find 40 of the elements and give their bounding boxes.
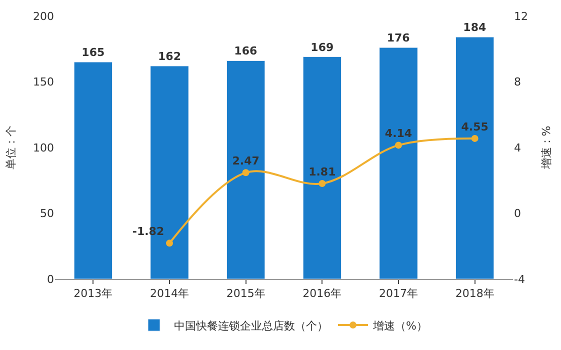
y2-tick-label: 8 bbox=[514, 76, 521, 89]
bar bbox=[379, 47, 418, 279]
data-label: 4.55 bbox=[461, 120, 488, 134]
bar bbox=[302, 56, 342, 279]
x-tick-label: 2014年 bbox=[150, 287, 189, 300]
bar bbox=[226, 60, 266, 279]
data-label: 176 bbox=[386, 32, 410, 45]
point bbox=[395, 142, 402, 149]
bar bbox=[456, 36, 494, 279]
y-axis-title: 单位：个 bbox=[4, 126, 18, 170]
y2-tick-label: 4 bbox=[514, 141, 521, 154]
x-tick-label: 2017年 bbox=[379, 287, 418, 300]
data-label: 4.14 bbox=[384, 127, 412, 140]
y2-tick-label: -4 bbox=[514, 272, 525, 286]
x-tick-label: 2018年 bbox=[455, 287, 494, 300]
x-tick-label: 2016年 bbox=[302, 287, 342, 300]
point bbox=[318, 180, 326, 187]
data-label: 169 bbox=[310, 40, 334, 54]
y2-tick-label: 0 bbox=[514, 207, 521, 220]
y2-tick-label: 12 bbox=[514, 10, 528, 23]
data-label: 1.81 bbox=[308, 165, 336, 178]
y-tick-label: 100 bbox=[33, 141, 54, 154]
y-tick-label: 150 bbox=[33, 76, 54, 89]
data-label: 162 bbox=[158, 50, 181, 63]
legend-label: 中国快餐连锁企业总店数（个） bbox=[174, 319, 328, 332]
data-label: 165 bbox=[82, 46, 105, 60]
y2-axis-title: 增速：% bbox=[540, 126, 554, 170]
bar bbox=[74, 62, 112, 279]
point bbox=[471, 134, 478, 142]
y-tick-label: 50 bbox=[40, 207, 54, 220]
y-tick-label: 200 bbox=[33, 10, 54, 23]
data-label: 184 bbox=[463, 21, 486, 34]
legend-label: 增速（%） bbox=[372, 319, 428, 332]
x-tick-label: 2013年 bbox=[74, 287, 113, 300]
point bbox=[242, 169, 250, 176]
x-tick-label: 2015年 bbox=[226, 287, 266, 300]
data-label: 2.47 bbox=[232, 154, 260, 168]
point bbox=[166, 240, 173, 247]
y-tick-label: 0 bbox=[47, 272, 54, 286]
data-label: 166 bbox=[234, 44, 258, 58]
